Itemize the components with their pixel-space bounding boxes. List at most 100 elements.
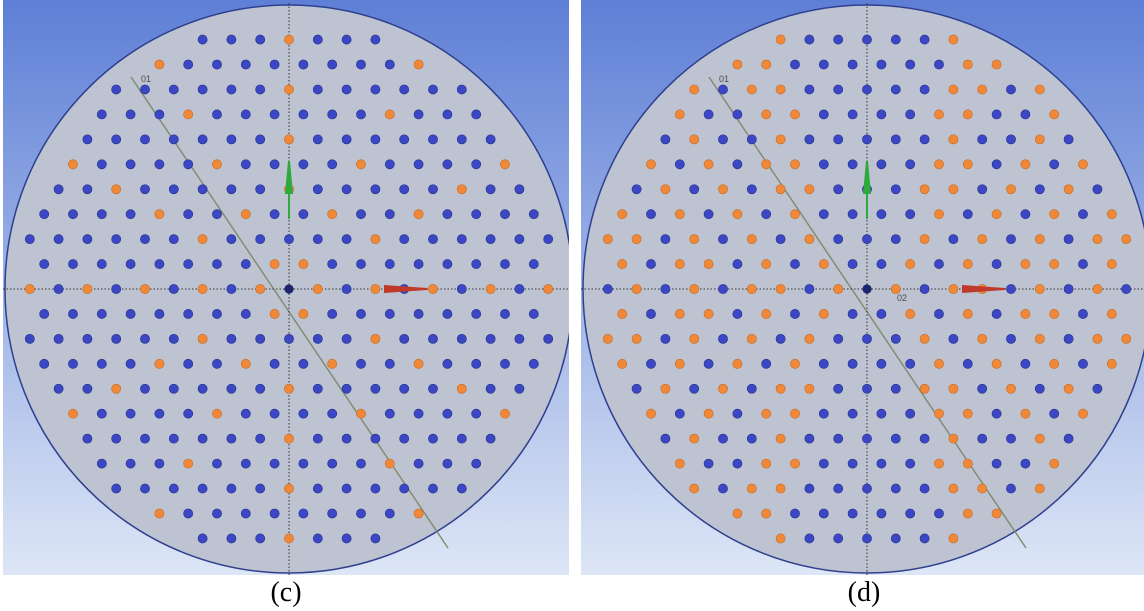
tube-hole-blue	[514, 284, 525, 294]
tube-hole-blue	[919, 284, 930, 294]
tube-hole-orange	[154, 358, 165, 369]
tube-hole-orange	[761, 458, 772, 469]
tube-hole-blue	[111, 284, 122, 294]
tube-hole-blue	[183, 159, 194, 170]
tube-hole-blue	[413, 159, 424, 170]
tube-hole-orange	[660, 383, 671, 394]
tube-hole-orange	[689, 234, 700, 245]
tube-hole-blue	[732, 408, 743, 419]
tube-hole-blue	[428, 433, 438, 444]
tube-hole-blue	[96, 209, 107, 220]
caption-d: (d)	[847, 577, 881, 608]
tube-hole-orange	[934, 408, 944, 419]
tube-hole-blue	[890, 433, 901, 444]
tube-hole-blue	[428, 184, 438, 195]
tube-hole-blue	[876, 109, 887, 120]
tube-hole-blue	[804, 84, 815, 95]
tube-hole-blue	[847, 309, 858, 319]
tube-hole-orange	[962, 59, 973, 70]
tube-hole-blue	[718, 483, 728, 494]
tube-hole-blue	[1006, 234, 1016, 245]
tube-hole-orange	[718, 184, 728, 195]
tube-hole-blue	[775, 333, 786, 344]
tube-hole-blue	[140, 433, 150, 444]
tube-hole-blue	[428, 483, 438, 494]
tube-hole-blue	[833, 533, 844, 544]
tube-hole-blue	[948, 234, 959, 245]
tube-hole-blue	[341, 483, 352, 494]
green-y-arrow-icon	[285, 161, 293, 219]
tube-hole-blue	[528, 259, 539, 269]
tube-hole-blue	[212, 458, 222, 469]
tube-hole-blue	[1006, 483, 1016, 494]
tube-hole-blue	[356, 458, 366, 469]
tube-hole-blue	[934, 259, 944, 269]
tube-hole-blue	[732, 309, 743, 319]
tube-hole-blue	[298, 358, 309, 369]
tube-hole-blue	[847, 458, 858, 469]
tube-hole-blue	[240, 109, 251, 120]
tube-hole-blue	[833, 234, 844, 245]
tube-hole-blue	[732, 109, 743, 120]
tube-hole-blue	[1006, 433, 1016, 444]
tube-hole-orange	[500, 408, 510, 419]
tube-hole-blue	[833, 34, 844, 45]
tube-hole-blue	[413, 109, 424, 120]
tube-hole-blue	[384, 508, 395, 519]
tube-hole-orange	[689, 333, 700, 344]
tube-hole-orange	[111, 184, 122, 195]
tube-hole-blue	[197, 433, 208, 444]
tube-hole-blue	[876, 358, 887, 369]
tube-hole-blue	[977, 383, 988, 394]
tube-hole-blue	[197, 483, 208, 494]
tube-hole-orange	[775, 383, 786, 394]
tube-hole-blue	[82, 383, 93, 394]
tube-hole-blue	[96, 458, 107, 469]
tube-hole-blue	[53, 383, 64, 394]
tube-hole-orange	[1020, 159, 1031, 170]
tube-hole-blue	[24, 333, 35, 344]
tube-hole-blue	[312, 483, 323, 494]
tube-hole-blue	[442, 358, 453, 369]
tube-hole-blue	[890, 234, 901, 245]
tube-hole-orange	[732, 508, 743, 519]
tube-hole-orange	[1034, 234, 1045, 245]
tube-hole-blue	[833, 383, 844, 394]
tube-hole-orange	[68, 159, 78, 170]
tube-hole-blue	[500, 209, 510, 220]
tube-hole-blue	[212, 109, 222, 120]
tube-hole-blue	[327, 59, 338, 70]
tube-hole-blue	[646, 309, 656, 319]
tube-hole-orange	[962, 458, 973, 469]
tube-hole-orange	[804, 383, 815, 394]
tube-hole-blue	[876, 209, 887, 220]
tube-hole-orange	[413, 59, 424, 70]
tube-hole-blue	[471, 309, 482, 319]
tube-hole-blue	[500, 358, 510, 369]
tube-hole-blue	[399, 234, 410, 245]
tube-hole-orange	[732, 209, 743, 220]
tube-hole-blue	[96, 109, 107, 120]
tube-hole-orange	[68, 408, 78, 419]
tube-hole-blue	[890, 383, 901, 394]
tube-hole-orange	[962, 259, 973, 269]
tube-hole-blue	[847, 59, 858, 70]
tube-hole-blue	[53, 284, 64, 294]
tube-hole-blue	[370, 184, 381, 195]
tube-hole-orange	[962, 109, 973, 120]
tube-hole-blue	[226, 84, 237, 95]
tube-hole-blue	[471, 159, 482, 170]
tube-hole-orange	[775, 134, 786, 145]
tube-hole-orange	[689, 134, 700, 145]
tube-hole-blue	[428, 333, 438, 344]
tube-hole-blue	[384, 309, 395, 319]
tube-hole-blue	[934, 309, 944, 319]
tube-hole-blue	[82, 333, 93, 344]
tube-hole-blue	[125, 109, 136, 120]
tube-hole-blue	[862, 383, 872, 394]
tube-hole-orange	[948, 483, 959, 494]
red-x-arrow-icon	[962, 285, 1005, 293]
tube-hole-blue	[111, 333, 122, 344]
tube-hole-blue	[746, 134, 757, 145]
tube-hole-blue	[660, 433, 671, 444]
